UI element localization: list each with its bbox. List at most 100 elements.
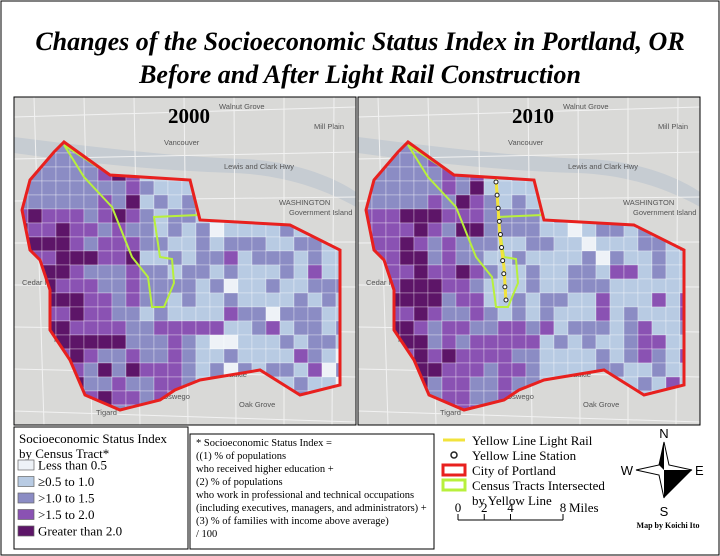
tract: [539, 320, 555, 336]
tract: [335, 306, 340, 322]
tract: [279, 306, 295, 322]
legend-label: >1.0 to 1.5: [38, 491, 94, 506]
tract: [637, 320, 653, 336]
tract: [469, 180, 485, 196]
feature-label: Yellow Line Light Rail: [472, 433, 593, 448]
tract: [497, 306, 513, 322]
tract: [385, 194, 401, 210]
tract: [279, 264, 295, 280]
tract: [553, 236, 569, 252]
tract: [539, 264, 555, 280]
tract: [27, 194, 43, 210]
tract: [41, 180, 57, 196]
tract: [265, 250, 281, 266]
tract: [413, 306, 429, 322]
place-label: Walnut Grove: [219, 102, 265, 111]
scale-label: 8: [560, 500, 567, 515]
tract: [679, 348, 684, 364]
tract: [279, 278, 295, 294]
tract: [195, 348, 211, 364]
tract: [125, 222, 141, 238]
tract: [321, 278, 337, 294]
tract: [427, 208, 443, 224]
tract: [469, 292, 485, 308]
tract: [125, 292, 141, 308]
tract: [581, 348, 597, 364]
tract: [525, 278, 541, 294]
tract: [195, 362, 211, 378]
tract: [335, 362, 340, 378]
tract: [455, 180, 471, 196]
tract: [455, 264, 471, 280]
note-line: ((1) % of populations: [196, 451, 286, 462]
tract: [307, 250, 323, 266]
tract: [111, 306, 127, 322]
tract: [41, 222, 57, 238]
tract: [181, 320, 197, 336]
tract: [293, 292, 309, 308]
map-panel: Vancouver Walnut Grove Mill Plain Lewis and…: [13, 96, 357, 426]
tract: [665, 250, 681, 266]
tract: [209, 236, 225, 252]
road: [14, 410, 356, 423]
tract: [125, 264, 141, 280]
tract: [525, 334, 541, 350]
tract: [567, 334, 583, 350]
tract: [83, 376, 99, 392]
tract: [97, 194, 113, 210]
tract: [385, 236, 401, 252]
tract: [181, 348, 197, 364]
tract: [335, 264, 340, 280]
tract: [385, 222, 401, 238]
tract: [237, 306, 253, 322]
tract: [153, 264, 169, 280]
tract: [111, 320, 127, 336]
place-label: WASHINGTON: [623, 198, 674, 207]
tract: [111, 194, 127, 210]
tract: [111, 264, 127, 280]
tract: [581, 278, 597, 294]
compass-w: W: [621, 463, 634, 478]
tract: [525, 264, 541, 280]
place-label: Cedar Mill: [22, 278, 56, 287]
tract: [637, 348, 653, 364]
tract: [595, 250, 611, 266]
tract: [413, 236, 429, 252]
tract: [83, 306, 99, 322]
tract: [251, 278, 267, 294]
map-year: 2010: [512, 104, 554, 128]
tract: [567, 264, 583, 280]
tract: [293, 250, 309, 266]
tract: [385, 250, 401, 266]
tract: [69, 250, 85, 266]
tract: [623, 292, 639, 308]
tract: [153, 334, 169, 350]
tract: [595, 264, 611, 280]
tract: [497, 320, 513, 336]
tract: [27, 208, 43, 224]
tract: [69, 194, 85, 210]
tract: [665, 348, 681, 364]
tract: [609, 320, 625, 336]
tract: [69, 306, 85, 322]
tract: [237, 250, 253, 266]
legend-label: Greater than 2.0: [38, 524, 122, 539]
station: [502, 284, 508, 290]
tract: [321, 306, 337, 322]
tract: [265, 320, 281, 336]
station: [499, 245, 505, 251]
tract: [293, 334, 309, 350]
place-label: Oak Grove: [239, 400, 275, 409]
legend-swatch: [17, 459, 35, 471]
tract: [83, 194, 99, 210]
tract: [371, 194, 387, 210]
scale-unit: Miles: [569, 500, 599, 515]
tract: [679, 292, 684, 308]
tract: [455, 390, 471, 406]
tract: [441, 292, 457, 308]
feature-label: Yellow Line Station: [472, 448, 577, 463]
tract: [651, 320, 667, 336]
tract: [111, 180, 127, 196]
tract: [441, 334, 457, 350]
tract: [427, 194, 443, 210]
